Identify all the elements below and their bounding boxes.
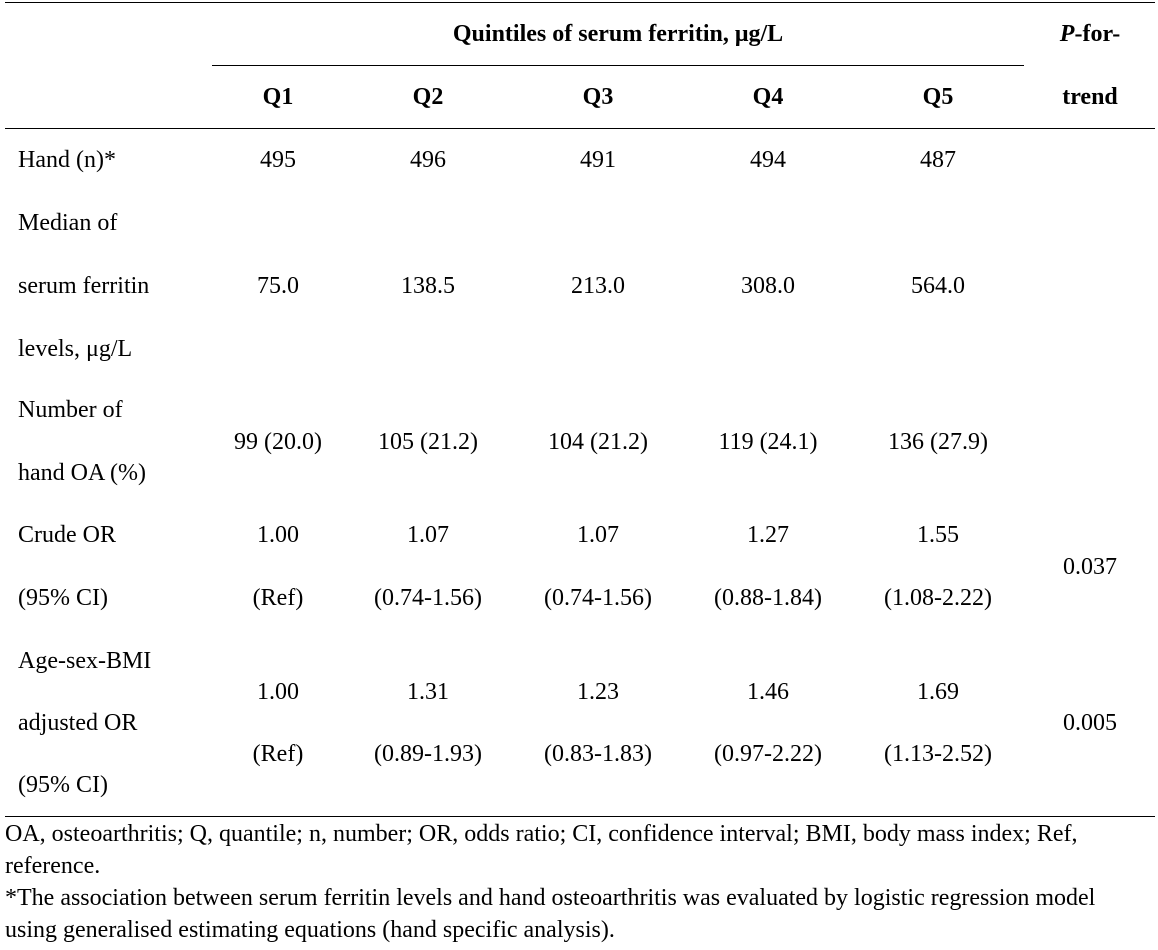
table-top-rule — [5, 2, 1155, 3]
cell-number-oa-q4: 119 (24.1) — [718, 429, 818, 455]
column-header-q1: Q1 — [262, 84, 294, 110]
cell-median-q4: 308.0 — [741, 273, 795, 299]
cell-adjusted-or-q4: 1.46 — [747, 679, 789, 705]
row-label-adjusted-line1: Age-sex-BMI — [18, 648, 152, 674]
cell-median-q3: 213.0 — [571, 273, 625, 299]
p-for-trend-header-line2: trend — [1062, 84, 1118, 110]
column-header-q2: Q2 — [412, 84, 444, 110]
p-for-trend-header-line1: P-for- — [1059, 21, 1121, 47]
cell-hand-n-q3: 491 — [580, 147, 616, 173]
row-label-crude-line2: (95% CI) — [18, 585, 108, 611]
footnote-association: *The association between serum ferritin … — [5, 885, 1096, 943]
cell-hand-n-q4: 494 — [750, 147, 786, 173]
cell-crude-or-q4: 1.27 — [747, 522, 789, 548]
row-label-number-oa-line1: Number of — [18, 397, 123, 423]
row-label-adjusted-line2: adjusted OR — [18, 710, 138, 736]
footnote-abbreviations: OA, osteoarthritis; Q, quantile; n, numb… — [5, 821, 1078, 879]
cell-adjusted-ci-q5: (1.13-2.52) — [884, 741, 992, 767]
cell-adjusted-ci-q2: (0.89-1.93) — [374, 741, 482, 767]
cell-number-oa-q5: 136 (27.9) — [888, 429, 988, 455]
row-label-hand-n: Hand (n)* — [18, 147, 116, 173]
cell-adjusted-or-q1: 1.00 — [257, 679, 299, 705]
cell-median-q5: 564.0 — [911, 273, 965, 299]
cell-crude-ci-q4: (0.88-1.84) — [714, 585, 822, 611]
cell-median-q2: 138.5 — [401, 273, 455, 299]
cell-hand-n-q5: 487 — [920, 147, 956, 173]
column-header-q3: Q3 — [582, 84, 614, 110]
cell-adjusted-ci-q4: (0.97-2.22) — [714, 741, 822, 767]
group-header-rule — [212, 65, 1024, 66]
row-label-median-line2: serum ferritin — [18, 273, 150, 299]
row-label-median-line3: levels, μg/L — [18, 336, 133, 362]
cell-median-q1: 75.0 — [257, 273, 299, 299]
cell-crude-or-q5: 1.55 — [917, 522, 959, 548]
cell-crude-or-q3: 1.07 — [577, 522, 619, 548]
cell-adjusted-or-q3: 1.23 — [577, 679, 619, 705]
row-label-adjusted-line3: (95% CI) — [18, 772, 108, 798]
row-label-median-line1: Median of — [18, 210, 118, 236]
cell-hand-n-q1: 495 — [260, 147, 296, 173]
cell-adjusted-or-q5: 1.69 — [917, 679, 959, 705]
cell-number-oa-q1: 99 (20.0) — [234, 429, 322, 455]
cell-number-oa-q3: 104 (21.2) — [548, 429, 648, 455]
cell-hand-n-q2: 496 — [410, 147, 446, 173]
row-label-number-oa-line2: hand OA (%) — [18, 460, 146, 486]
cell-crude-ci-q2: (0.74-1.56) — [374, 585, 482, 611]
cell-adjusted-or-q2: 1.31 — [407, 679, 449, 705]
cell-crude-or-q2: 1.07 — [407, 522, 449, 548]
header-bottom-rule — [5, 128, 1155, 129]
cell-crude-ci-q3: (0.74-1.56) — [544, 585, 652, 611]
cell-crude-ci-q5: (1.08-2.22) — [884, 585, 992, 611]
cell-crude-p-trend: 0.037 — [1063, 554, 1117, 580]
cell-adjusted-ci-q1: (Ref) — [252, 741, 304, 767]
table-bottom-rule — [5, 816, 1155, 817]
cell-crude-ci-q1: (Ref) — [252, 585, 304, 611]
cell-number-oa-q2: 105 (21.2) — [378, 429, 478, 455]
column-header-q4: Q4 — [752, 84, 784, 110]
row-label-crude-line1: Crude OR — [18, 522, 116, 548]
quintiles-group-header: Quintiles of serum ferritin, μg/L — [452, 21, 784, 47]
column-header-q5: Q5 — [922, 84, 954, 110]
cell-adjusted-p-trend: 0.005 — [1063, 710, 1117, 736]
cell-adjusted-ci-q3: (0.83-1.83) — [544, 741, 652, 767]
cell-crude-or-q1: 1.00 — [257, 522, 299, 548]
